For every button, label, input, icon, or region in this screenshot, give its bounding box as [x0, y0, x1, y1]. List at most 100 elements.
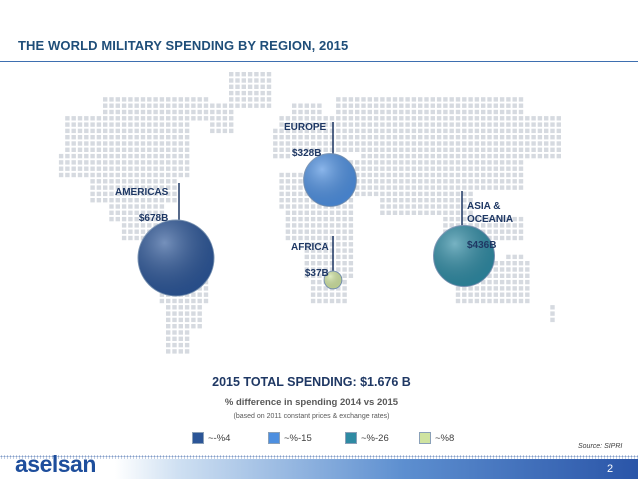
map-dot: [436, 160, 442, 165]
map-dot: [178, 330, 183, 335]
map-dot: [310, 210, 316, 215]
map-dot: [506, 128, 511, 134]
map-dot: [77, 153, 83, 159]
map-dot: [285, 204, 291, 209]
map-dot: [399, 179, 404, 184]
map-dot: [537, 116, 543, 121]
map-dot: [399, 166, 404, 171]
map-dot: [310, 235, 316, 241]
map-dot: [166, 298, 171, 304]
map-dot: [109, 191, 114, 197]
map-dot: [140, 147, 146, 152]
map-dot: [399, 160, 404, 165]
map-dot: [392, 109, 398, 115]
map-dot: [525, 273, 530, 278]
map-dot: [348, 198, 354, 203]
map-dot: [468, 185, 473, 190]
map-dot: [481, 166, 486, 171]
map-dot: [468, 166, 473, 171]
map-dot: [525, 147, 530, 152]
map-dot: [222, 109, 228, 115]
map-dot: [493, 160, 498, 165]
map-dot: [455, 185, 461, 190]
map-dot: [348, 204, 354, 209]
map-dot: [298, 128, 303, 134]
total-spending: 2015 TOTAL SPENDING: $1.676 B: [212, 375, 411, 389]
map-dot: [518, 279, 524, 285]
map-dot: [172, 311, 177, 316]
map-dot: [121, 97, 127, 102]
map-dot: [178, 172, 183, 178]
map-dot: [329, 141, 335, 146]
label-africa: AFRICA $37B: [291, 228, 329, 293]
map-dot: [493, 229, 498, 234]
map-dot: [84, 128, 89, 134]
map-dot: [147, 191, 152, 197]
map-dot: [399, 153, 404, 159]
map-dot: [329, 229, 335, 234]
map-dot: [506, 166, 511, 171]
map-dot: [392, 204, 398, 209]
map-dot: [166, 330, 171, 335]
map-dot: [323, 147, 328, 152]
map-dot: [266, 90, 272, 96]
map-dot: [512, 109, 517, 115]
map-dot: [525, 292, 530, 297]
map-dot: [386, 147, 391, 152]
map-dot: [525, 286, 530, 291]
map-dot: [323, 254, 328, 260]
map-dot: [355, 179, 360, 184]
map-dot: [399, 135, 404, 140]
map-dot: [159, 135, 165, 140]
map-dot: [518, 109, 524, 115]
map-dot: [399, 191, 404, 197]
map-dot: [348, 210, 354, 215]
map-dot: [525, 279, 530, 285]
map-dot: [455, 122, 461, 127]
map-dot: [424, 160, 429, 165]
map-dot: [121, 128, 127, 134]
map-dot: [147, 153, 152, 159]
map-dot: [518, 141, 524, 146]
region-bubble-shade: [138, 220, 214, 296]
map-dot: [380, 116, 385, 121]
map-dot: [550, 128, 555, 134]
map-dot: [166, 324, 171, 329]
map-dot: [90, 166, 95, 171]
map-dot: [285, 135, 291, 140]
map-dot: [386, 141, 391, 146]
map-dot: [336, 254, 341, 260]
pricing-note: (based on 2011 constant prices & exchang…: [233, 413, 390, 420]
map-dot: [128, 97, 133, 102]
map-dot: [329, 223, 335, 228]
map-dot: [493, 286, 498, 291]
map-dot: [361, 97, 366, 102]
map-dot: [361, 147, 366, 152]
map-dot: [443, 103, 448, 108]
map-dot: [254, 97, 259, 102]
map-dot: [436, 103, 442, 108]
map-dot: [430, 153, 435, 159]
map-dot: [229, 97, 234, 102]
map-dot: [512, 279, 517, 285]
map-dot: [172, 109, 177, 115]
map-dot: [411, 147, 417, 152]
map-dot: [449, 179, 454, 184]
label-americas: AMERICAS $678B: [115, 173, 168, 238]
map-dot: [418, 103, 423, 108]
map-dot: [373, 185, 379, 190]
map-dot: [474, 166, 480, 171]
map-dot: [525, 141, 530, 146]
map-dot: [392, 153, 398, 159]
map-dot: [487, 179, 492, 184]
map-dot: [556, 141, 561, 146]
map-dot: [348, 229, 354, 234]
map-dot: [487, 135, 492, 140]
map-dot: [323, 267, 328, 272]
map-dot: [103, 147, 108, 152]
map-dot: [380, 122, 385, 127]
map-dot: [348, 141, 354, 146]
map-dot: [373, 103, 379, 108]
map-dot: [96, 141, 102, 146]
map-dot: [518, 235, 524, 241]
